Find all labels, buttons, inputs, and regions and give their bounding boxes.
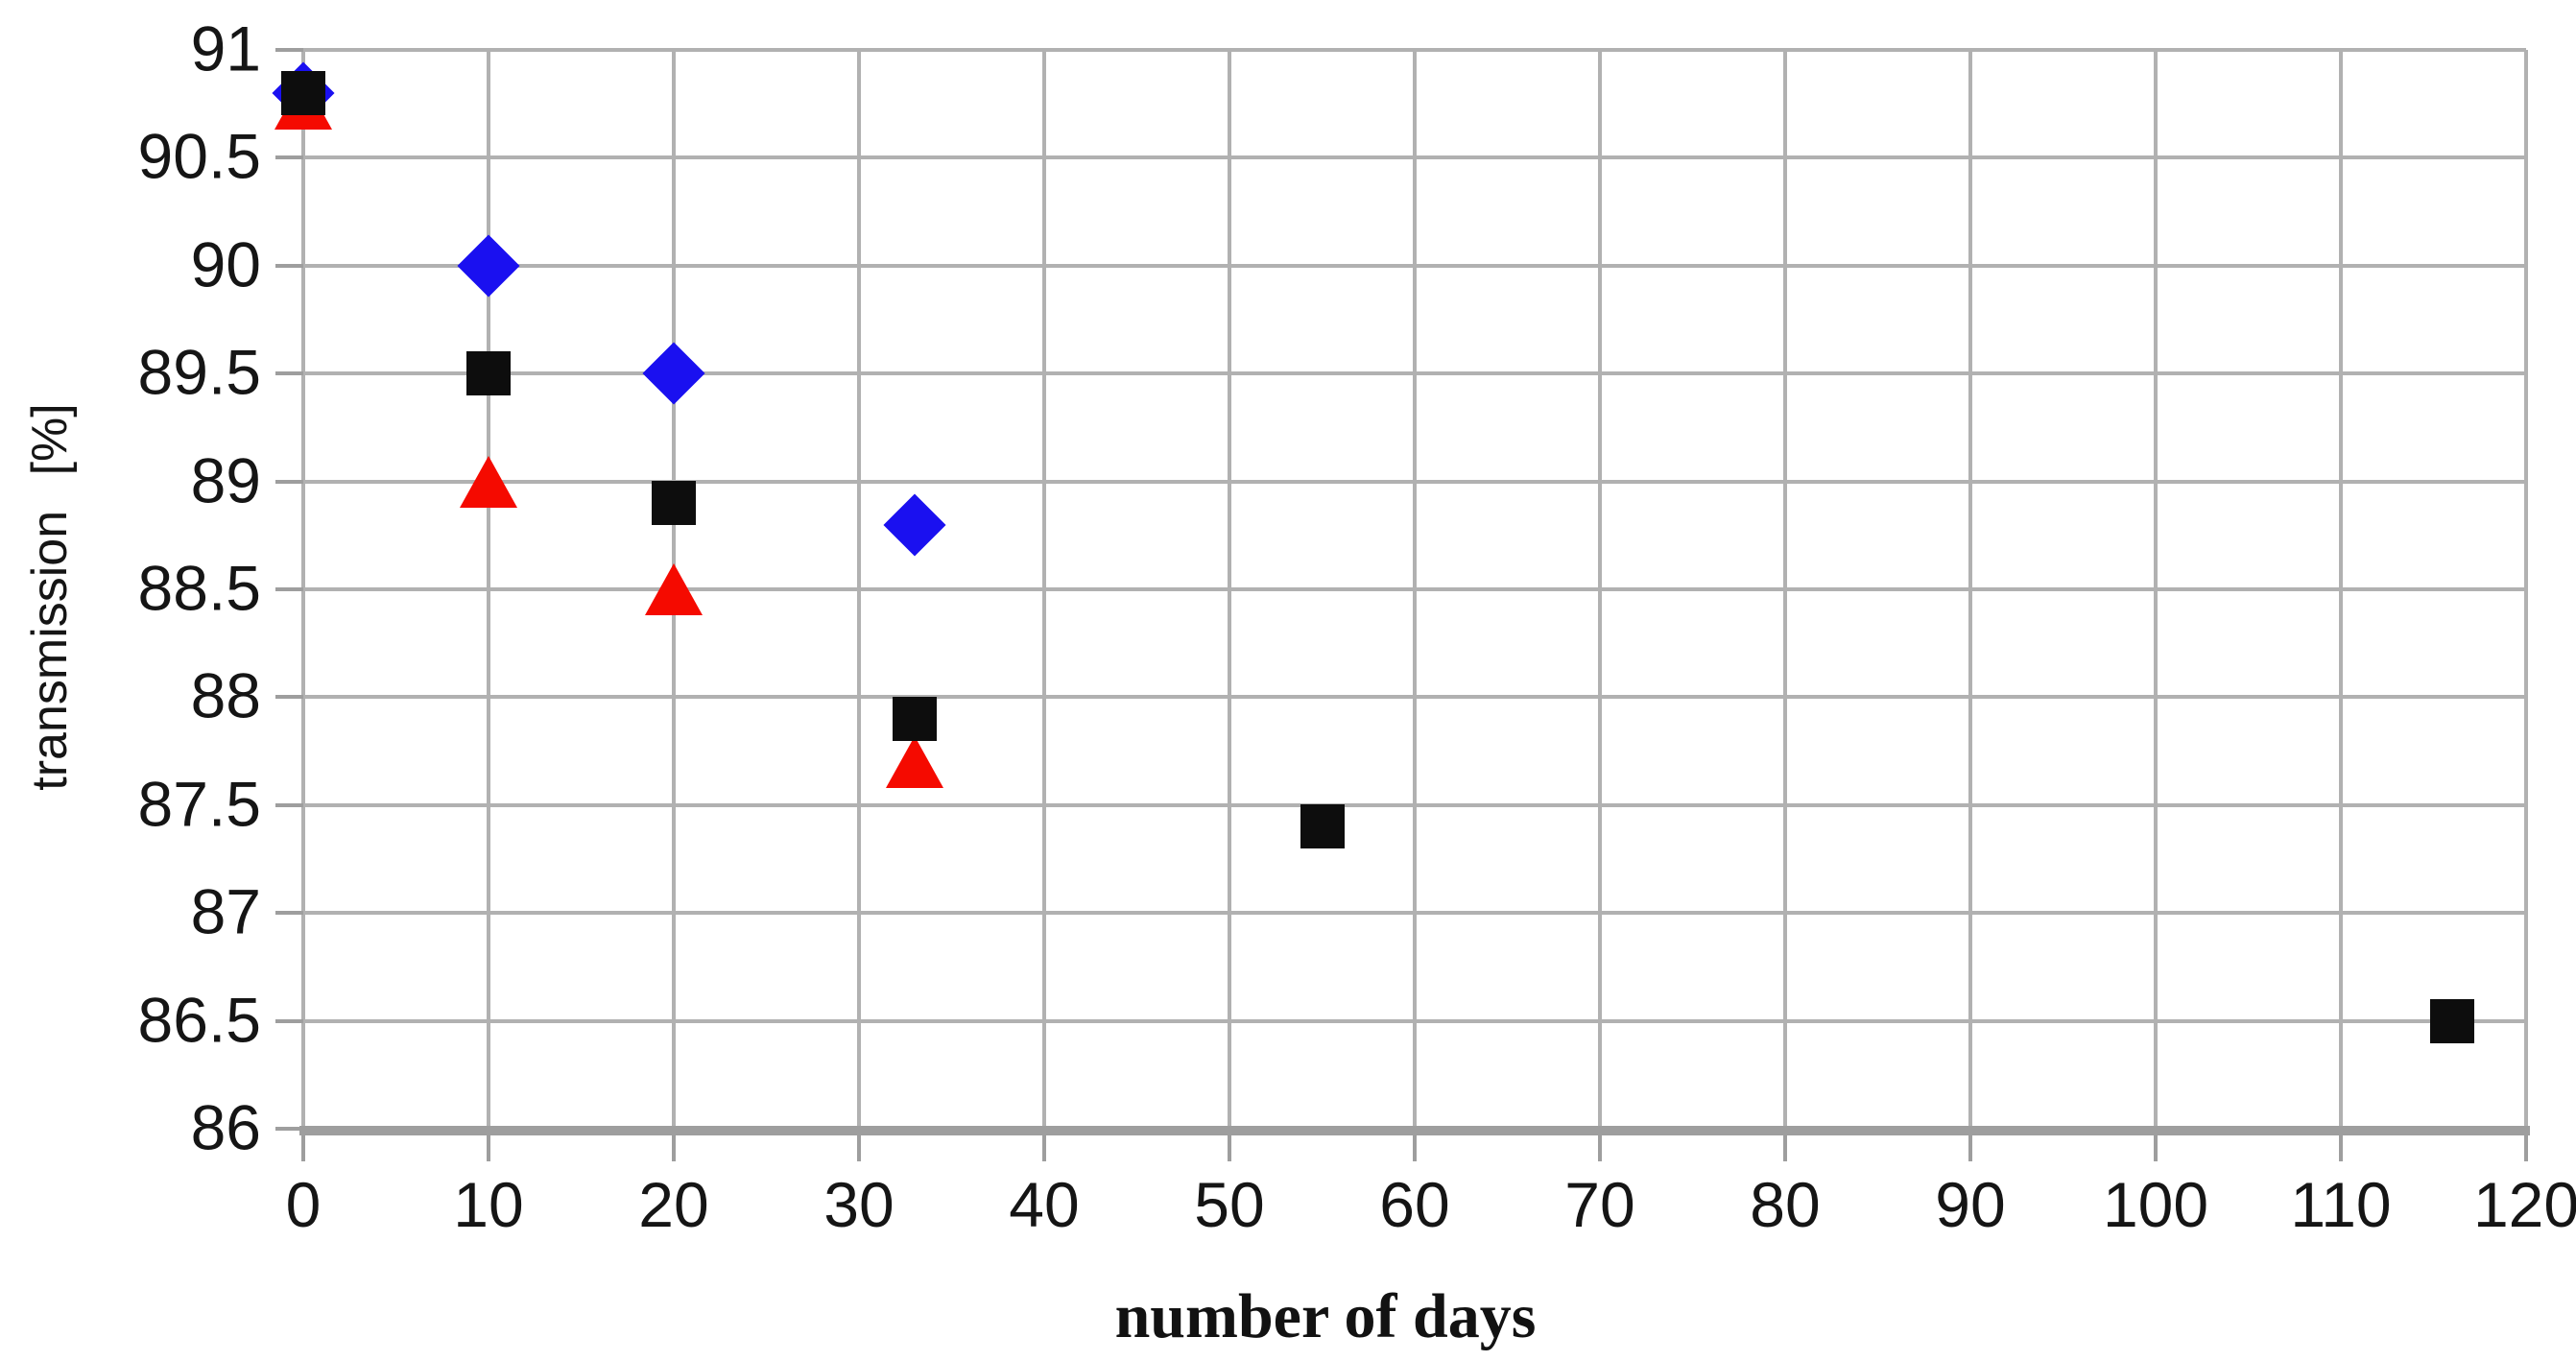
x-axis-tick: [2154, 1129, 2158, 1161]
x-tick-label-90: 90: [1935, 1169, 2006, 1240]
x-tick-label-50: 50: [1194, 1169, 1265, 1240]
x-tick-label-60: 60: [1379, 1169, 1450, 1240]
x-axis-tick: [1968, 1129, 1972, 1161]
x-tick-label-40: 40: [1009, 1169, 1080, 1240]
marker-red-triangles: [460, 455, 517, 508]
x-tick-label-120: 120: [2472, 1169, 2576, 1240]
gridline-vertical: [1413, 50, 1417, 1129]
y-axis-tick: [275, 479, 303, 484]
y-axis-tick: [275, 802, 303, 807]
y-axis-tick: [275, 695, 303, 700]
marker-black-squares: [892, 696, 937, 741]
x-tick-label-100: 100: [2102, 1169, 2209, 1240]
gridline-vertical: [301, 50, 305, 1129]
x-axis-title: number of days: [1114, 1281, 1537, 1351]
x-axis-tick: [857, 1129, 861, 1161]
x-axis-tick: [1228, 1129, 1231, 1161]
y-tick-label-90: 90: [190, 228, 261, 300]
x-axis-tick: [301, 1129, 305, 1161]
x-tick-label-0: 0: [285, 1169, 322, 1240]
marker-black-squares: [1300, 804, 1345, 849]
x-axis-tick: [2339, 1129, 2343, 1161]
marker-red-triangles: [885, 735, 943, 788]
y-axis-tick: [275, 1018, 303, 1023]
y-tick-label-86: 86: [190, 1091, 261, 1163]
y-tick-label-87.5: 87.5: [137, 768, 261, 840]
gridline-vertical: [2524, 50, 2528, 1129]
y-tick-label-87: 87: [190, 875, 261, 947]
y-tick-label-89: 89: [190, 444, 261, 516]
x-tick-label-10: 10: [453, 1169, 524, 1240]
x-axis-tick: [672, 1129, 676, 1161]
y-tick-label-88.5: 88.5: [137, 552, 261, 624]
y-tick-label-90.5: 90.5: [137, 121, 261, 193]
marker-black-squares: [466, 351, 511, 396]
y-tick-label-91: 91: [190, 12, 261, 84]
x-axis-tick: [2524, 1129, 2528, 1161]
x-axis-tick: [1598, 1129, 1602, 1161]
gridline-vertical: [1228, 50, 1231, 1129]
x-axis-tick: [487, 1129, 490, 1161]
gridline-vertical: [1968, 50, 1972, 1129]
y-axis-tick: [275, 587, 303, 591]
gridline-vertical: [1042, 50, 1046, 1129]
marker-black-squares: [652, 481, 696, 526]
gridline-vertical: [857, 50, 861, 1129]
x-axis-line: [299, 1126, 2530, 1135]
gridline-vertical: [1598, 50, 1602, 1129]
y-axis-tick: [275, 48, 303, 52]
x-tick-label-70: 70: [1564, 1169, 1635, 1240]
x-axis-tick: [1783, 1129, 1787, 1161]
y-axis-tick: [275, 1127, 303, 1131]
y-axis-tick: [275, 263, 303, 268]
y-axis-tick: [275, 911, 303, 916]
x-tick-label-80: 80: [1750, 1169, 1821, 1240]
y-axis-tick: [275, 155, 303, 160]
gridline-vertical: [487, 50, 490, 1129]
y-tick-label-88: 88: [190, 660, 261, 732]
y-tick-label-89.5: 89.5: [137, 336, 261, 408]
y-tick-label-86.5: 86.5: [137, 984, 261, 1056]
marker-black-squares: [281, 70, 325, 115]
x-tick-label-110: 110: [2290, 1169, 2392, 1240]
gridline-vertical: [1783, 50, 1787, 1129]
x-axis-tick: [1042, 1129, 1046, 1161]
gridline-vertical: [2154, 50, 2158, 1129]
x-tick-label-20: 20: [638, 1169, 709, 1240]
marker-red-triangles: [645, 563, 703, 615]
x-axis-tick: [1413, 1129, 1417, 1161]
gridline-vertical: [2339, 50, 2343, 1129]
x-tick-label-30: 30: [823, 1169, 894, 1240]
y-axis-tick: [275, 371, 303, 376]
marker-black-squares: [2429, 998, 2474, 1043]
